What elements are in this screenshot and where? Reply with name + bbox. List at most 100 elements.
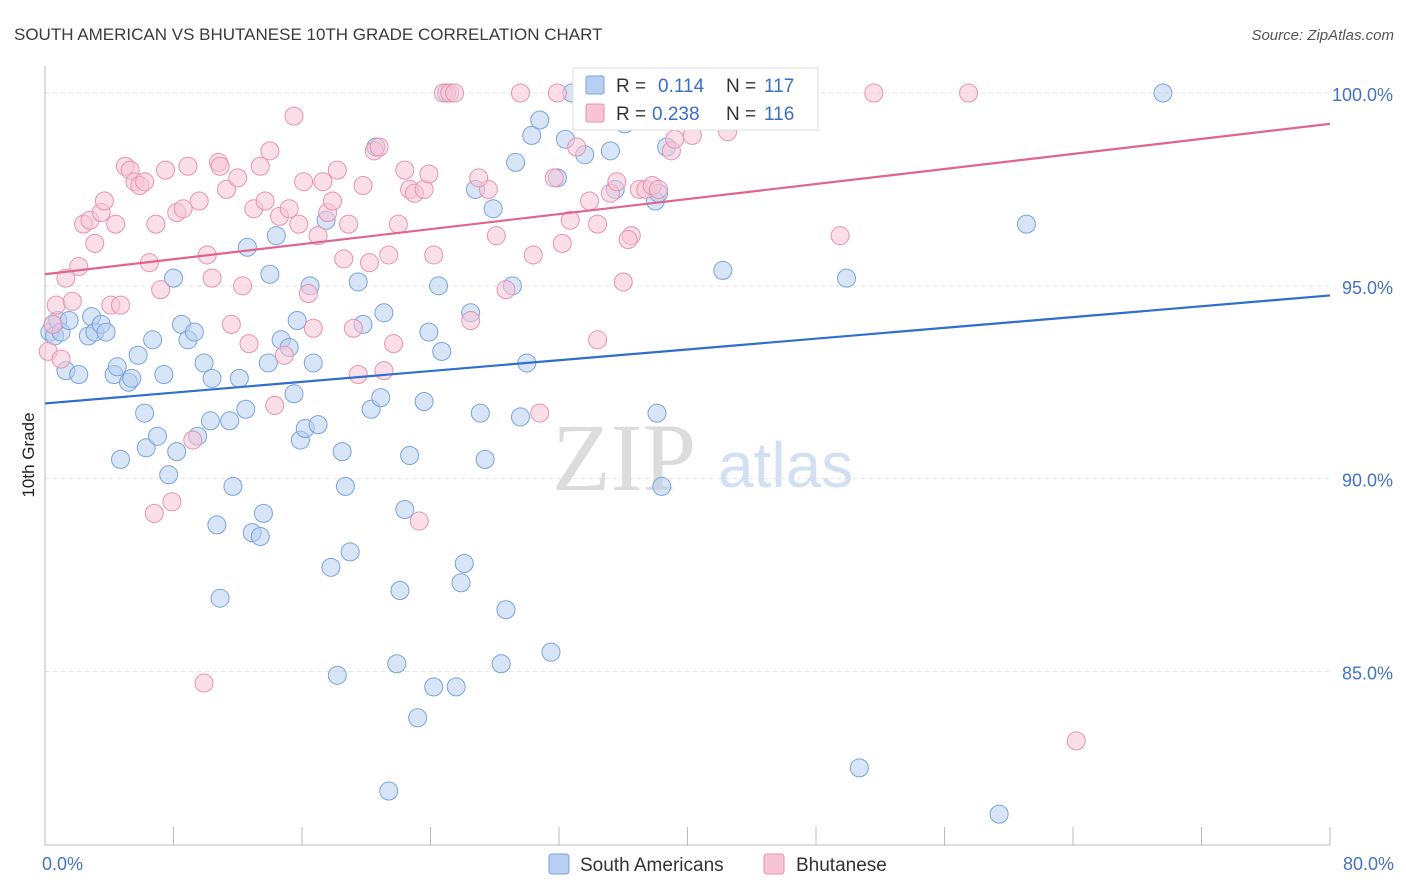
legend-n-value-2: 116 bbox=[764, 104, 794, 125]
data-point-south-americans bbox=[207, 515, 227, 535]
data-point-bhutanese bbox=[173, 199, 193, 219]
data-point-bhutanese bbox=[649, 179, 669, 199]
data-point-bhutanese bbox=[339, 214, 359, 234]
data-point-south-americans bbox=[59, 311, 79, 331]
data-point-south-americans bbox=[287, 311, 307, 331]
data-point-bhutanese bbox=[353, 176, 373, 196]
data-point-south-americans bbox=[451, 573, 471, 593]
data-point-south-americans bbox=[135, 403, 155, 423]
data-point-south-americans bbox=[335, 476, 355, 496]
data-point-bhutanese bbox=[62, 291, 82, 311]
data-point-bhutanese bbox=[289, 214, 309, 234]
data-point-bhutanese bbox=[547, 83, 567, 103]
y-tick-label: 85.0% bbox=[1342, 663, 1393, 683]
data-point-bhutanese bbox=[69, 257, 89, 277]
series-legend: South Americans Bhutanese bbox=[548, 853, 887, 876]
data-point-south-americans bbox=[432, 341, 452, 361]
data-point-south-americans bbox=[220, 411, 240, 431]
data-point-south-americans bbox=[69, 365, 89, 385]
watermark: ZIP atlas bbox=[552, 404, 853, 511]
data-point-bhutanese bbox=[313, 172, 333, 192]
data-point-bhutanese bbox=[530, 403, 550, 423]
legend-n-value-1: 117 bbox=[764, 76, 794, 97]
data-point-bhutanese bbox=[348, 365, 368, 385]
data-point-bhutanese bbox=[189, 191, 209, 211]
data-point-bhutanese bbox=[183, 430, 203, 450]
data-point-bhutanese bbox=[162, 492, 182, 512]
data-point-bhutanese bbox=[496, 280, 516, 300]
data-point-south-americans bbox=[1016, 214, 1036, 234]
bottom-legend-swatch-bhutanese bbox=[763, 853, 785, 875]
data-point-bhutanese bbox=[523, 245, 543, 265]
data-point-bhutanese bbox=[85, 233, 105, 253]
data-point-bhutanese bbox=[374, 361, 394, 381]
data-point-bhutanese bbox=[298, 284, 318, 304]
data-point-bhutanese bbox=[194, 673, 214, 693]
data-point-south-americans bbox=[236, 399, 256, 419]
legend-n-label-2: N = bbox=[726, 104, 756, 125]
data-point-bhutanese bbox=[284, 106, 304, 126]
series-bhutanese bbox=[38, 83, 1086, 751]
data-point-south-americans bbox=[229, 368, 249, 388]
data-point-south-americans bbox=[522, 125, 542, 145]
data-point-south-americans bbox=[506, 152, 526, 172]
data-point-south-americans bbox=[237, 237, 257, 257]
legend-r-label-1: R = bbox=[616, 76, 646, 97]
data-point-south-americans bbox=[496, 600, 516, 620]
trend-line-south-americans bbox=[44, 294, 1331, 405]
data-point-south-americans bbox=[284, 384, 304, 404]
data-point-south-americans bbox=[184, 322, 204, 342]
data-point-bhutanese bbox=[334, 249, 354, 269]
data-point-south-americans bbox=[258, 353, 278, 373]
data-point-south-americans bbox=[454, 553, 474, 573]
data-point-south-americans bbox=[154, 365, 174, 385]
data-point-bhutanese bbox=[580, 191, 600, 211]
data-point-bhutanese bbox=[217, 179, 237, 199]
chart-title: SOUTH AMERICAN VS BHUTANESE 10TH GRADE C… bbox=[14, 25, 602, 44]
y-axis-label: 10th Grade bbox=[19, 412, 38, 497]
data-point-south-americans bbox=[223, 476, 243, 496]
data-point-bhutanese bbox=[552, 233, 572, 253]
data-point-bhutanese bbox=[445, 83, 465, 103]
bottom-legend-south-americans: South Americans bbox=[580, 855, 724, 876]
data-point-south-americans bbox=[408, 708, 428, 728]
data-point-bhutanese bbox=[510, 83, 530, 103]
legend-n-label-1: N = bbox=[726, 76, 756, 97]
data-point-south-americans bbox=[147, 426, 167, 446]
data-point-south-americans bbox=[143, 330, 163, 350]
data-point-south-americans bbox=[387, 654, 407, 674]
data-point-bhutanese bbox=[135, 172, 155, 192]
data-point-bhutanese bbox=[303, 318, 323, 338]
data-point-south-americans bbox=[122, 368, 142, 388]
data-point-south-americans bbox=[371, 388, 391, 408]
data-point-bhutanese bbox=[56, 268, 76, 288]
data-point-bhutanese bbox=[110, 295, 130, 315]
bottom-legend-swatch-south-americans bbox=[548, 853, 570, 875]
stats-legend: R = 0.114 N = 117 R = 0.238 N = 116 bbox=[572, 67, 819, 131]
data-point-south-americans bbox=[849, 758, 869, 778]
data-point-bhutanese bbox=[379, 245, 399, 265]
data-point-south-americans bbox=[1153, 83, 1173, 103]
data-point-south-americans bbox=[110, 449, 130, 469]
x-tick-marks bbox=[44, 827, 1331, 845]
data-point-bhutanese bbox=[228, 168, 248, 188]
data-point-bhutanese bbox=[343, 318, 363, 338]
data-point-south-americans bbox=[541, 642, 561, 662]
data-point-south-americans bbox=[429, 276, 449, 296]
data-point-south-americans bbox=[202, 368, 222, 388]
data-point-bhutanese bbox=[588, 214, 608, 234]
data-point-bhutanese bbox=[384, 334, 404, 354]
y-tick-label: 100.0% bbox=[1332, 85, 1393, 105]
data-point-bhutanese bbox=[544, 168, 564, 188]
data-point-south-americans bbox=[837, 268, 857, 288]
data-point-bhutanese bbox=[46, 295, 66, 315]
data-point-south-americans bbox=[348, 272, 368, 292]
data-point-south-americans bbox=[475, 449, 495, 469]
data-point-south-americans bbox=[136, 438, 156, 458]
data-point-bhutanese bbox=[461, 311, 481, 331]
data-point-bhutanese bbox=[260, 141, 280, 161]
stats-legend-box bbox=[572, 67, 819, 131]
data-point-bhutanese bbox=[469, 168, 489, 188]
chart-source: Source: ZipAtlas.com bbox=[1251, 27, 1394, 44]
